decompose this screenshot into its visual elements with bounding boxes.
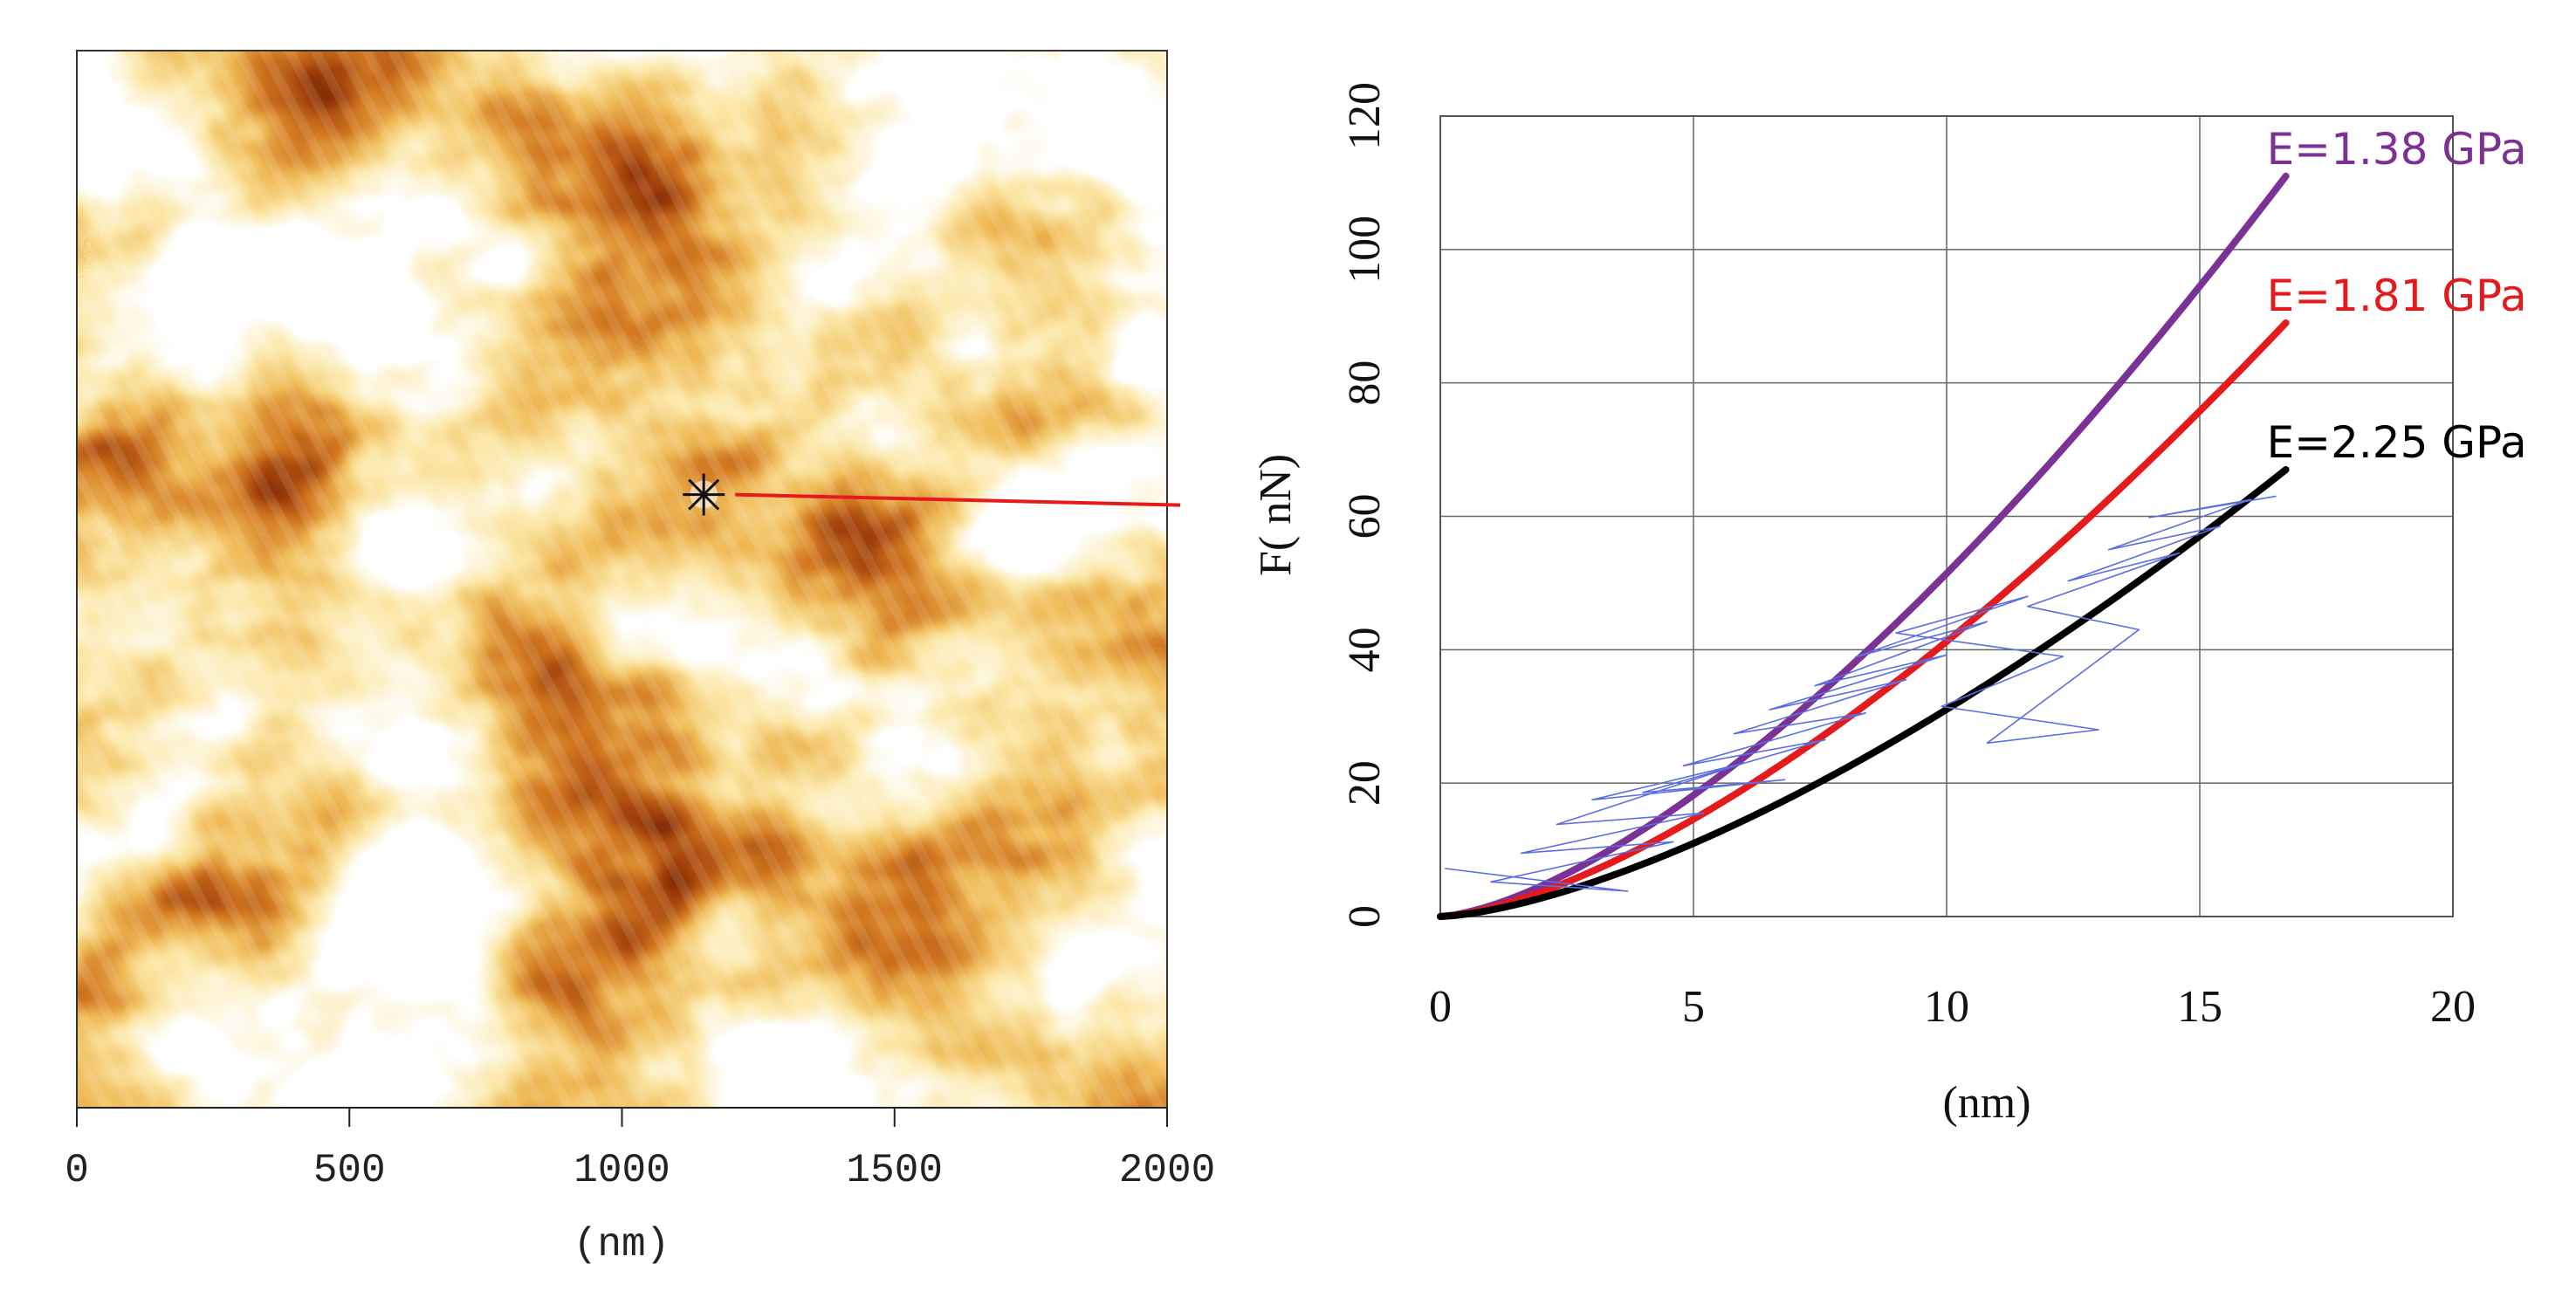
line-chart-x-tick-label: 5 bbox=[1682, 982, 1705, 1032]
line-chart-grid bbox=[1439, 115, 2454, 917]
line-chart-y-axis-label: F( nN) bbox=[1251, 454, 1301, 576]
connector-line bbox=[735, 492, 1181, 507]
heatmap-x-tick-label: 1500 bbox=[847, 1148, 943, 1193]
line-chart-y-tick-label: 60 bbox=[1340, 494, 1390, 539]
line-chart-y-ticks: 0 20 40 60 80 100 120 bbox=[1340, 82, 1390, 928]
heatmap-x-axis-label: (nm) bbox=[574, 1222, 670, 1267]
heatmap-x-tick-label: 2000 bbox=[1119, 1148, 1215, 1193]
afm-heatmap-panel: 0 500 1000 1500 2000 (nm) bbox=[65, 50, 1215, 1267]
line-chart-y-tick-label: 80 bbox=[1340, 361, 1390, 406]
heatmap-x-tick-label: 0 bbox=[65, 1148, 89, 1193]
marker-spoke bbox=[688, 478, 720, 511]
line-chart-x-tick-label: 20 bbox=[2430, 982, 2476, 1032]
measurement-point-marker bbox=[683, 473, 725, 516]
line-chart-x-ticks: 0 5 10 15 20 bbox=[1429, 982, 2476, 1032]
line-chart-frame bbox=[1439, 115, 2454, 917]
line-chart-y-tick-label: 40 bbox=[1340, 627, 1390, 672]
line-chart-y-tick-label: 20 bbox=[1340, 760, 1390, 806]
line-chart-x-axis-label: (nm) bbox=[1942, 1078, 2030, 1128]
heatmap-x-tick-label: 500 bbox=[313, 1148, 386, 1193]
series-line-138 bbox=[1437, 172, 2290, 920]
series-label: E=1.38 GPa bbox=[2267, 124, 2527, 175]
line-chart-series bbox=[1437, 172, 2290, 920]
line-chart-x-tick-label: 10 bbox=[1924, 982, 1969, 1032]
series-label: E=1.81 GPa bbox=[2267, 271, 2527, 321]
line-chart-y-tick-label: 120 bbox=[1340, 82, 1390, 150]
line-chart-y-tick-label: 100 bbox=[1340, 216, 1390, 284]
force-curve-panel: 0 5 10 15 20 0 20 40 60 80 100 120 (nm) F( nN) E=1… bbox=[1251, 82, 2527, 1128]
heatmap-x-axis: 0 500 1000 1500 2000 bbox=[65, 1107, 1215, 1193]
series-label: E=2.25 GPa bbox=[2267, 417, 2527, 468]
heatmap-x-tick-label: 1000 bbox=[574, 1148, 670, 1193]
line-chart-y-tick-label: 0 bbox=[1340, 905, 1390, 928]
afm-ripple-texture bbox=[77, 51, 1167, 1108]
line-chart-series-labels: E=1.38 GPa E=1.81 GPa E=2.25 GPa bbox=[2267, 124, 2527, 468]
line-chart-x-tick-label: 0 bbox=[1429, 982, 1452, 1032]
raw-force-curve-line bbox=[1445, 495, 2277, 892]
series-line-225 bbox=[1437, 466, 2290, 920]
series-line-181 bbox=[1437, 319, 2290, 920]
line-chart-x-tick-label: 15 bbox=[2177, 982, 2222, 1032]
